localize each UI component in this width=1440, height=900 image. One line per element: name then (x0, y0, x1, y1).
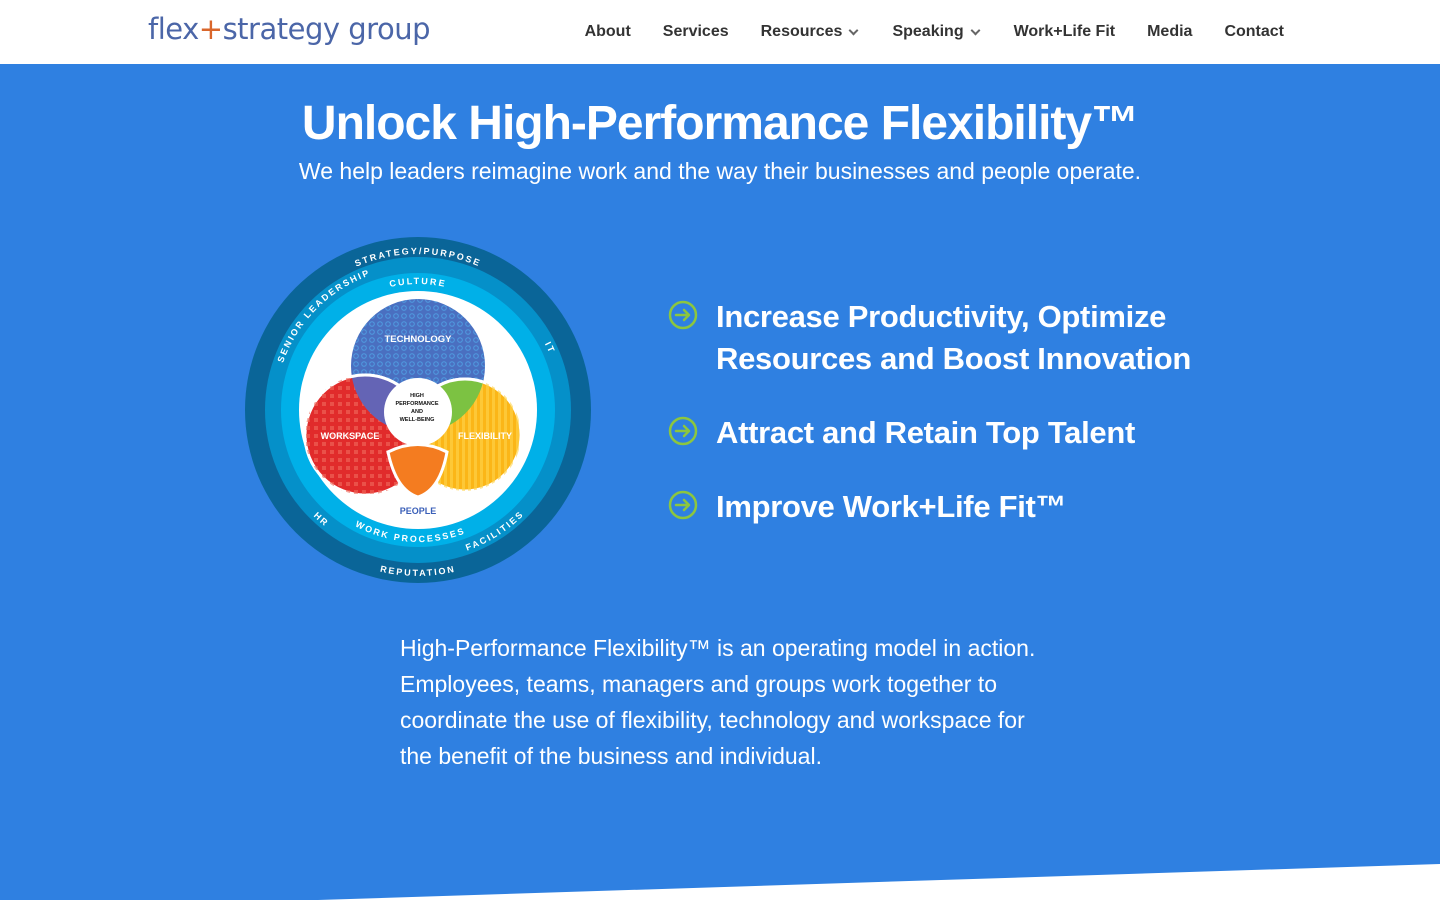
center-label: PERFORMANCE (395, 401, 438, 407)
center-label: WELL-BEING (400, 417, 435, 423)
center-circle (384, 378, 452, 446)
center-label: AND (411, 409, 423, 415)
benefit-item: Improve Work+Life Fit™ (668, 486, 1228, 528)
benefit-text: Improve Work+Life Fit™ (716, 489, 1067, 524)
logo-text: strategy group (222, 12, 431, 46)
nav-media[interactable]: Media (1147, 23, 1192, 41)
nav-label: Resources (760, 23, 843, 40)
benefit-text: Resources and Boost Innovation (716, 341, 1192, 376)
arrow-circle-right-icon (668, 300, 698, 330)
arrow-circle-right-icon (668, 490, 698, 520)
label-reputation: REPUTATION (379, 564, 454, 578)
label-workspace: WORKSPACE (321, 431, 380, 441)
arrow-circle-right-icon (668, 416, 698, 446)
hpf-model-diagram: TECHNOLOGY WORKSPACE FLEXIBILITY PEOPLE … (245, 237, 591, 583)
benefit-item: Increase Productivity, Optimize Resources… (668, 296, 1228, 380)
nav-about[interactable]: About (585, 23, 631, 41)
label-culture: CULTURE (389, 276, 446, 289)
svg-text:CULTURE: CULTURE (389, 276, 448, 289)
nav-resources[interactable]: Resources (761, 23, 861, 41)
svg-text:REPUTATION: REPUTATION (379, 564, 456, 578)
benefit-text: Attract and Retain Top Talent (716, 415, 1136, 450)
nav-work-life-fit[interactable]: Work+Life Fit (1014, 23, 1116, 41)
nav-services[interactable]: Services (663, 23, 729, 41)
benefits-list: Increase Productivity, Optimize Resources… (668, 296, 1228, 560)
hero-title: Unlock High-Performance Flexibility™ (301, 97, 1139, 150)
nav-label: Media (1147, 23, 1193, 40)
benefit-item: Attract and Retain Top Talent (668, 412, 1228, 454)
label-people: PEOPLE (400, 506, 437, 516)
logo-plus: + (198, 12, 223, 46)
description: High-Performance Flexibility™ is an oper… (400, 635, 1036, 769)
label-flexibility: FLEXIBILITY (458, 431, 512, 441)
nav-label: Work+Life Fit (1013, 23, 1116, 40)
nav-speaking[interactable]: Speaking (892, 23, 981, 41)
logo-text: flex (148, 12, 199, 46)
nav-label: Services (662, 23, 729, 40)
main-nav: About Services Resources Speaking Work+L… (585, 0, 1284, 64)
venn-circles (303, 299, 523, 499)
label-technology: TECHNOLOGY (384, 334, 452, 345)
site-header: flex+strategy group About Services Resou… (0, 0, 1440, 64)
nav-label: About (584, 23, 631, 40)
benefit-text: Increase Productivity, Optimize (716, 299, 1167, 334)
hero-subtitle: We help leaders reimagine work and the w… (298, 158, 1142, 184)
nav-contact[interactable]: Contact (1224, 23, 1284, 41)
center-label: HIGH (410, 393, 424, 399)
nav-label: Contact (1224, 23, 1284, 40)
logo[interactable]: flex+strategy group (148, 12, 430, 46)
nav-label: Speaking (892, 23, 964, 40)
